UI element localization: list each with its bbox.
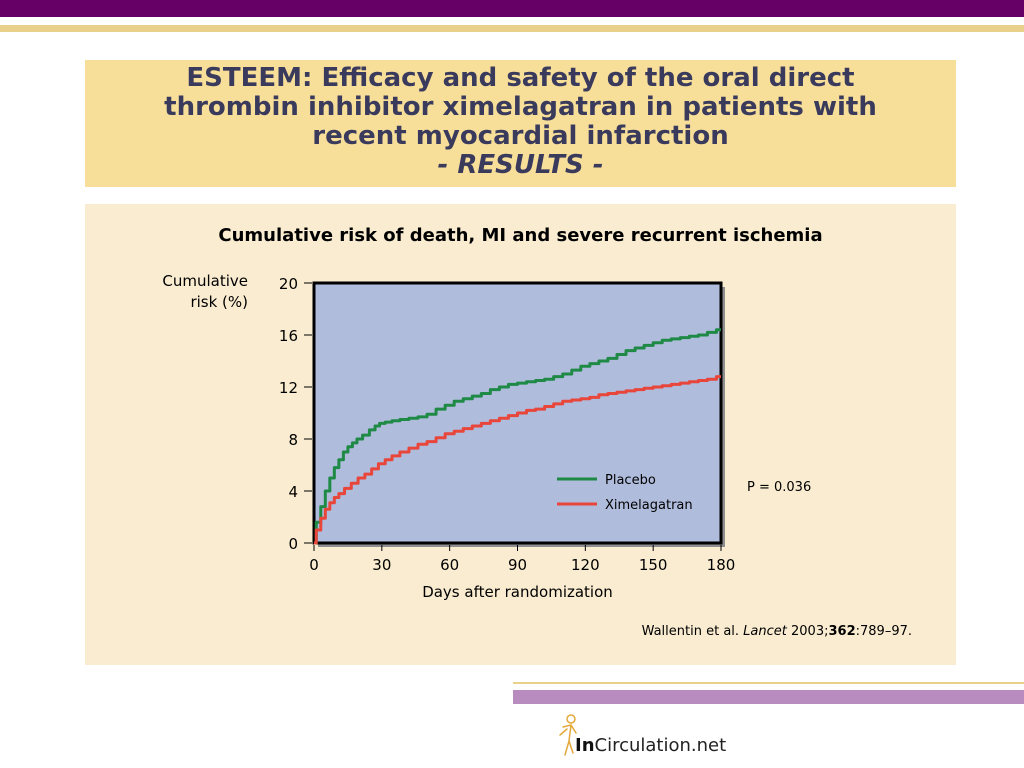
citation-volume: 362 <box>828 624 856 639</box>
y-tick-label: 8 <box>288 431 298 449</box>
top-gold-line <box>0 25 1024 32</box>
x-tick-label: 180 <box>707 556 736 574</box>
citation-journal: Lancet <box>743 624 787 639</box>
slide-title: ESTEEM: Efficacy and safety of the oral … <box>85 60 956 180</box>
citation-pages: :789–97. <box>855 624 912 639</box>
y-tick-label: 4 <box>288 483 298 501</box>
figure-logo-icon <box>559 714 577 756</box>
title-line-3: recent myocardial infarction <box>312 121 729 151</box>
series-line-ximelagatran <box>314 375 721 545</box>
y-axis-label-line-2: risk (%) <box>190 293 248 311</box>
y-tick-label: 20 <box>279 275 298 293</box>
incirculation-logo[interactable]: InCirculation.net <box>556 713 756 763</box>
logo-text-bold: In <box>575 735 595 756</box>
y-tick-label: 16 <box>279 327 298 345</box>
legend-label-placebo: Placebo <box>605 473 656 488</box>
legend-label-ximelagatran: Ximelagatran <box>605 498 693 513</box>
series-line-placebo <box>314 328 721 545</box>
x-tick-label: 60 <box>440 556 459 574</box>
x-tick-label: 0 <box>309 556 319 574</box>
x-tick-label: 150 <box>639 556 668 574</box>
y-tick-label: 0 <box>288 535 298 553</box>
citation-year: 2003; <box>786 624 829 639</box>
chart-panel: Cumulative risk of death, MI and severe … <box>85 204 956 665</box>
y-tick-label: 12 <box>279 379 298 397</box>
bottom-purple-bar <box>513 690 1024 704</box>
x-tick-label: 90 <box>508 556 527 574</box>
x-axis-label: Days after randomization <box>422 583 613 601</box>
x-tick-label: 120 <box>571 556 600 574</box>
citation-authors: Wallentin et al. <box>641 624 744 639</box>
logo-text-rest: Circulation.net <box>594 735 727 756</box>
chart-title: Cumulative risk of death, MI and severe … <box>218 225 823 246</box>
title-banner: ESTEEM: Efficacy and safety of the oral … <box>85 60 956 187</box>
p-value-annotation: P = 0.036 <box>747 480 812 495</box>
line-chart: 0 4 8 12 16 20 0 30 60 90 120 150 180 Days after rand… <box>279 275 736 601</box>
logo-text: InCirculation.net <box>575 735 726 756</box>
top-purple-bar <box>0 0 1024 17</box>
x-tick-label: 30 <box>372 556 391 574</box>
y-axis-label: Cumulative risk (%) <box>125 271 248 313</box>
title-line-2: thrombin inhibitor ximelagatran in patie… <box>164 92 877 122</box>
slide-subtitle: - RESULTS - <box>437 150 604 180</box>
bottom-gold-line <box>513 682 1024 684</box>
citation: Wallentin et al. Lancet 2003;362:789–97. <box>642 624 912 639</box>
y-axis-label-line-1: Cumulative <box>162 272 248 290</box>
title-line-1: ESTEEM: Efficacy and safety of the oral … <box>186 63 855 93</box>
